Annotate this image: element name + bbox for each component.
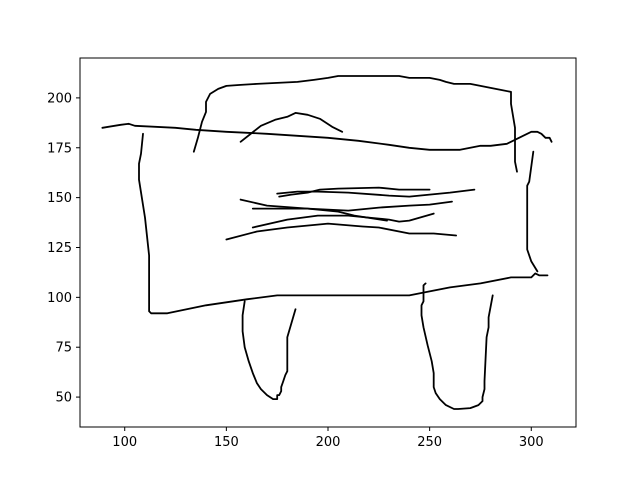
x-tick-label: 150 xyxy=(214,435,239,450)
y-tick-label: 175 xyxy=(47,141,72,156)
x-tick-label: 250 xyxy=(417,435,442,450)
x-tick-label: 100 xyxy=(112,435,137,450)
series-line-9 xyxy=(251,200,453,212)
y-tick-label: 200 xyxy=(47,91,72,106)
series-line-4 xyxy=(138,132,549,315)
series-line-2 xyxy=(192,75,518,173)
y-axis: 50 75 100 125 150 175 200 xyxy=(47,91,80,406)
x-tick-label: 200 xyxy=(316,435,341,450)
y-tick-label: 75 xyxy=(55,341,72,356)
series-line-3 xyxy=(239,112,344,143)
series-line-1 xyxy=(101,122,553,151)
series-line-11 xyxy=(225,222,458,241)
series-line-5 xyxy=(526,150,539,273)
y-tick-label: 125 xyxy=(47,241,72,256)
series-line-6 xyxy=(278,186,431,198)
series-line-7 xyxy=(276,188,476,198)
series-group xyxy=(101,75,553,410)
y-tick-label: 50 xyxy=(55,391,72,406)
y-tick-label: 100 xyxy=(47,291,72,306)
series-line-12 xyxy=(241,300,297,401)
x-axis: 100 150 200 250 300 xyxy=(112,427,544,450)
x-tick-label: 300 xyxy=(519,435,544,450)
series-line-10 xyxy=(251,212,435,229)
y-tick-label: 150 xyxy=(47,191,72,206)
plot-frame xyxy=(79,57,577,428)
series-line-13 xyxy=(420,282,494,410)
